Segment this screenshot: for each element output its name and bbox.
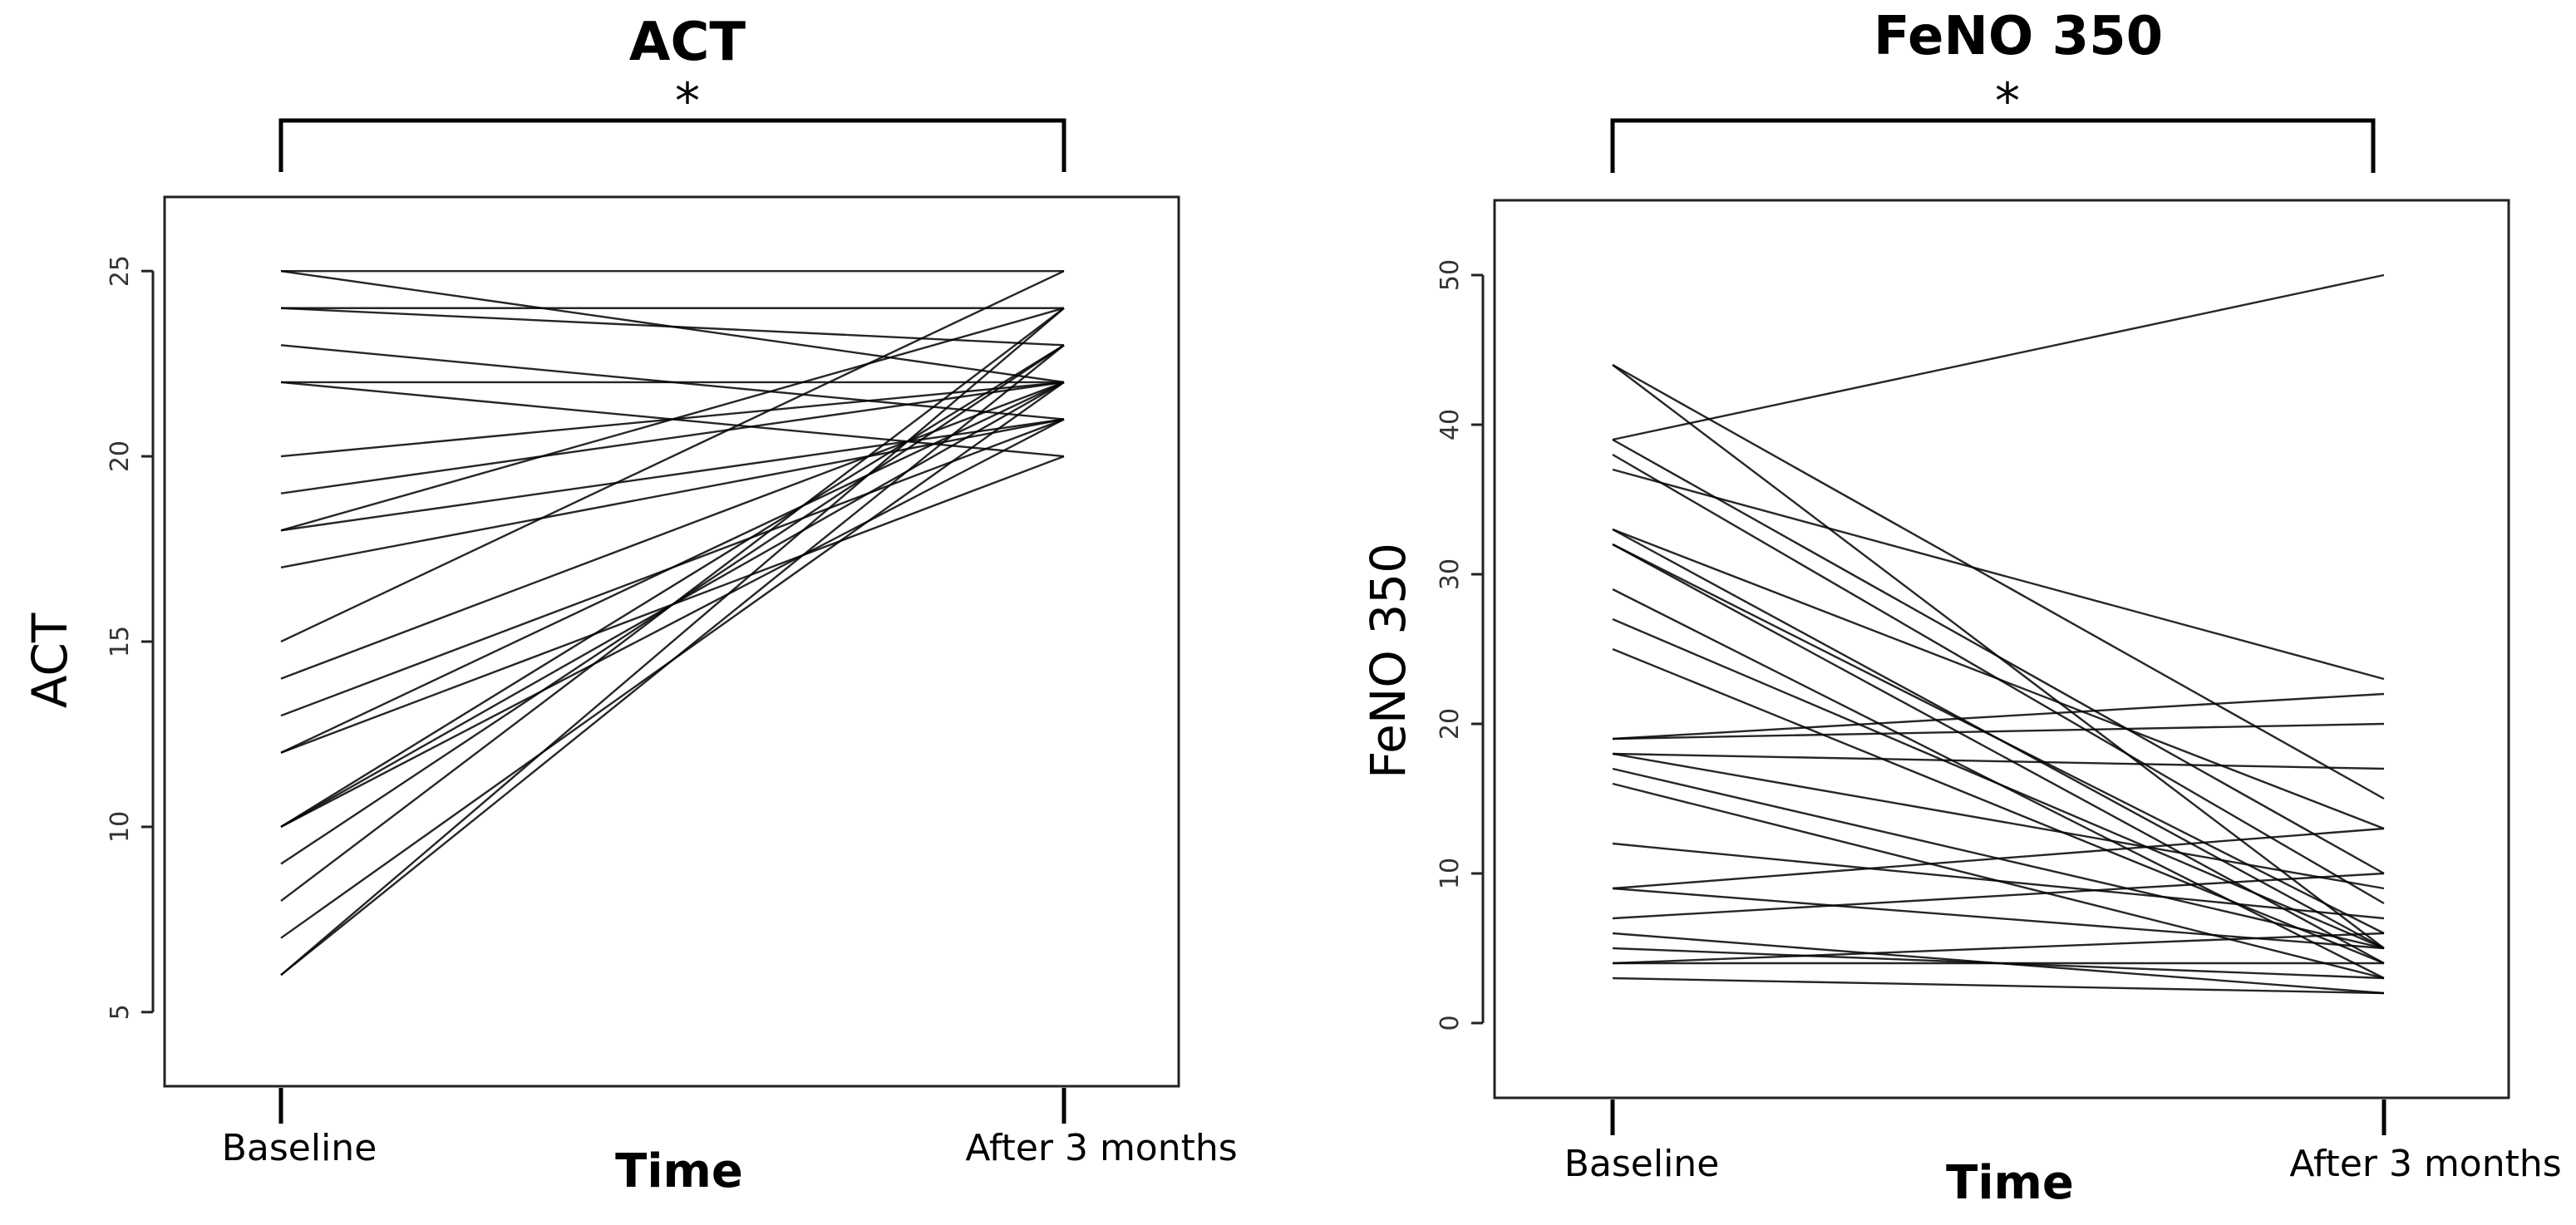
- panel-feno-x-tick-label-baseline: Baseline: [1564, 1143, 1720, 1185]
- panel-act-significance: *: [675, 72, 700, 130]
- panel-act-series-line-24: [280, 344, 1065, 977]
- panel-feno-series-line-14: [1612, 692, 2385, 740]
- panel-act-y-tick-label: 10: [106, 811, 135, 843]
- panel-feno-series-line-28: [1612, 977, 2385, 995]
- panel-act-series: [280, 269, 1065, 977]
- panel-act-frame: [163, 195, 1180, 1088]
- panel-feno-y-tick-label: 30: [1436, 558, 1465, 590]
- panel-feno-y-tick-label: 10: [1436, 858, 1465, 889]
- panel-act-series-line-12: [280, 418, 1065, 569]
- panel-feno-series-line-3: [1612, 273, 2385, 441]
- panel-feno-significance: *: [1995, 72, 2020, 130]
- panel-feno-y-tick-label: 40: [1436, 409, 1465, 440]
- panel-feno-series-line-13: [1612, 647, 2385, 965]
- panel-feno-series-line-17: [1612, 752, 2385, 890]
- panel-feno-series-line-20: [1612, 842, 2385, 920]
- panel-feno-frame: [1493, 199, 2510, 1100]
- panel-feno-bracket: [1610, 118, 2376, 173]
- panel-act-y-axis-label: ACT: [22, 612, 78, 708]
- panel-feno-y-axis: 0 10 20 30 40 50: [1436, 259, 1485, 1031]
- panel-act-x-tick-label-after: After 3 months: [965, 1127, 1237, 1169]
- panel-act-y-tick-label: 15: [106, 626, 135, 657]
- panel-feno-series-line-6: [1612, 468, 2385, 681]
- panel-feno-series-line-12: [1612, 617, 2385, 950]
- panel-act-series-line-20: [280, 418, 1065, 828]
- panel-act-title: ACT: [629, 12, 746, 73]
- panel-feno-y-axis-label: FeNO 350: [1360, 543, 1416, 779]
- panel-act-series-line-13: [280, 270, 1065, 643]
- panel-feno-series-line-23: [1612, 872, 2385, 920]
- panel-feno-series-line-7: [1612, 528, 2385, 830]
- panel-feno-y-tick-label: 20: [1436, 708, 1465, 740]
- panel-feno-series-line-27: [1612, 932, 2385, 965]
- panel-act-y-tick-label: 5: [106, 1004, 135, 1020]
- panel-feno-series-line-4: [1612, 438, 2385, 875]
- panel-feno-series-line-16: [1612, 752, 2385, 770]
- panel-act-series-line-9: [280, 381, 1065, 494]
- panel-feno-series: [1612, 273, 2385, 995]
- panel-feno-series-line-9: [1612, 543, 2385, 965]
- panel-act-series-line-14: [280, 381, 1065, 680]
- panel-feno-y-tick-label: 50: [1436, 259, 1465, 291]
- panel-act-y-axis: 5 10 15 20 25: [106, 255, 155, 1020]
- panel-act-x-axis-label: Time: [615, 1144, 743, 1198]
- panel-feno-title: FeNO 350: [1874, 6, 2163, 67]
- panel-feno: FeNO 350 * 0 10 20 30 40 50 Baseline After 3 …: [1360, 6, 2562, 1210]
- panel-act-series-line-25: [280, 307, 1065, 977]
- panel-feno-series-line-15: [1612, 722, 2385, 740]
- panel-act-series-line-22: [280, 307, 1065, 903]
- panel-act-series-line-10: [280, 418, 1065, 532]
- panel-act-x-tick-label-baseline: Baseline: [222, 1127, 377, 1169]
- panel-feno-series-line-10: [1612, 543, 2385, 935]
- panel-act-series-line-18: [280, 344, 1065, 828]
- panel-act-y-tick-label: 25: [106, 255, 135, 287]
- panel-act-series-line-11: [280, 307, 1065, 532]
- panel-feno-series-line-22: [1612, 887, 2385, 950]
- panel-feno-y-tick-label: 0: [1436, 1015, 1465, 1031]
- panel-act-y-tick-label: 20: [106, 440, 135, 472]
- panel-act-series-line-4: [280, 307, 1065, 347]
- panel-act-series-line-16: [280, 381, 1065, 754]
- panel-feno-series-line-21: [1612, 827, 2385, 890]
- panel-feno-x-tick-label-after: After 3 months: [2289, 1143, 2561, 1185]
- panel-feno-x-axis-label: Time: [1946, 1156, 2074, 1210]
- panel-act-bracket: [278, 118, 1066, 172]
- panel-feno-series-line-1: [1612, 363, 2385, 800]
